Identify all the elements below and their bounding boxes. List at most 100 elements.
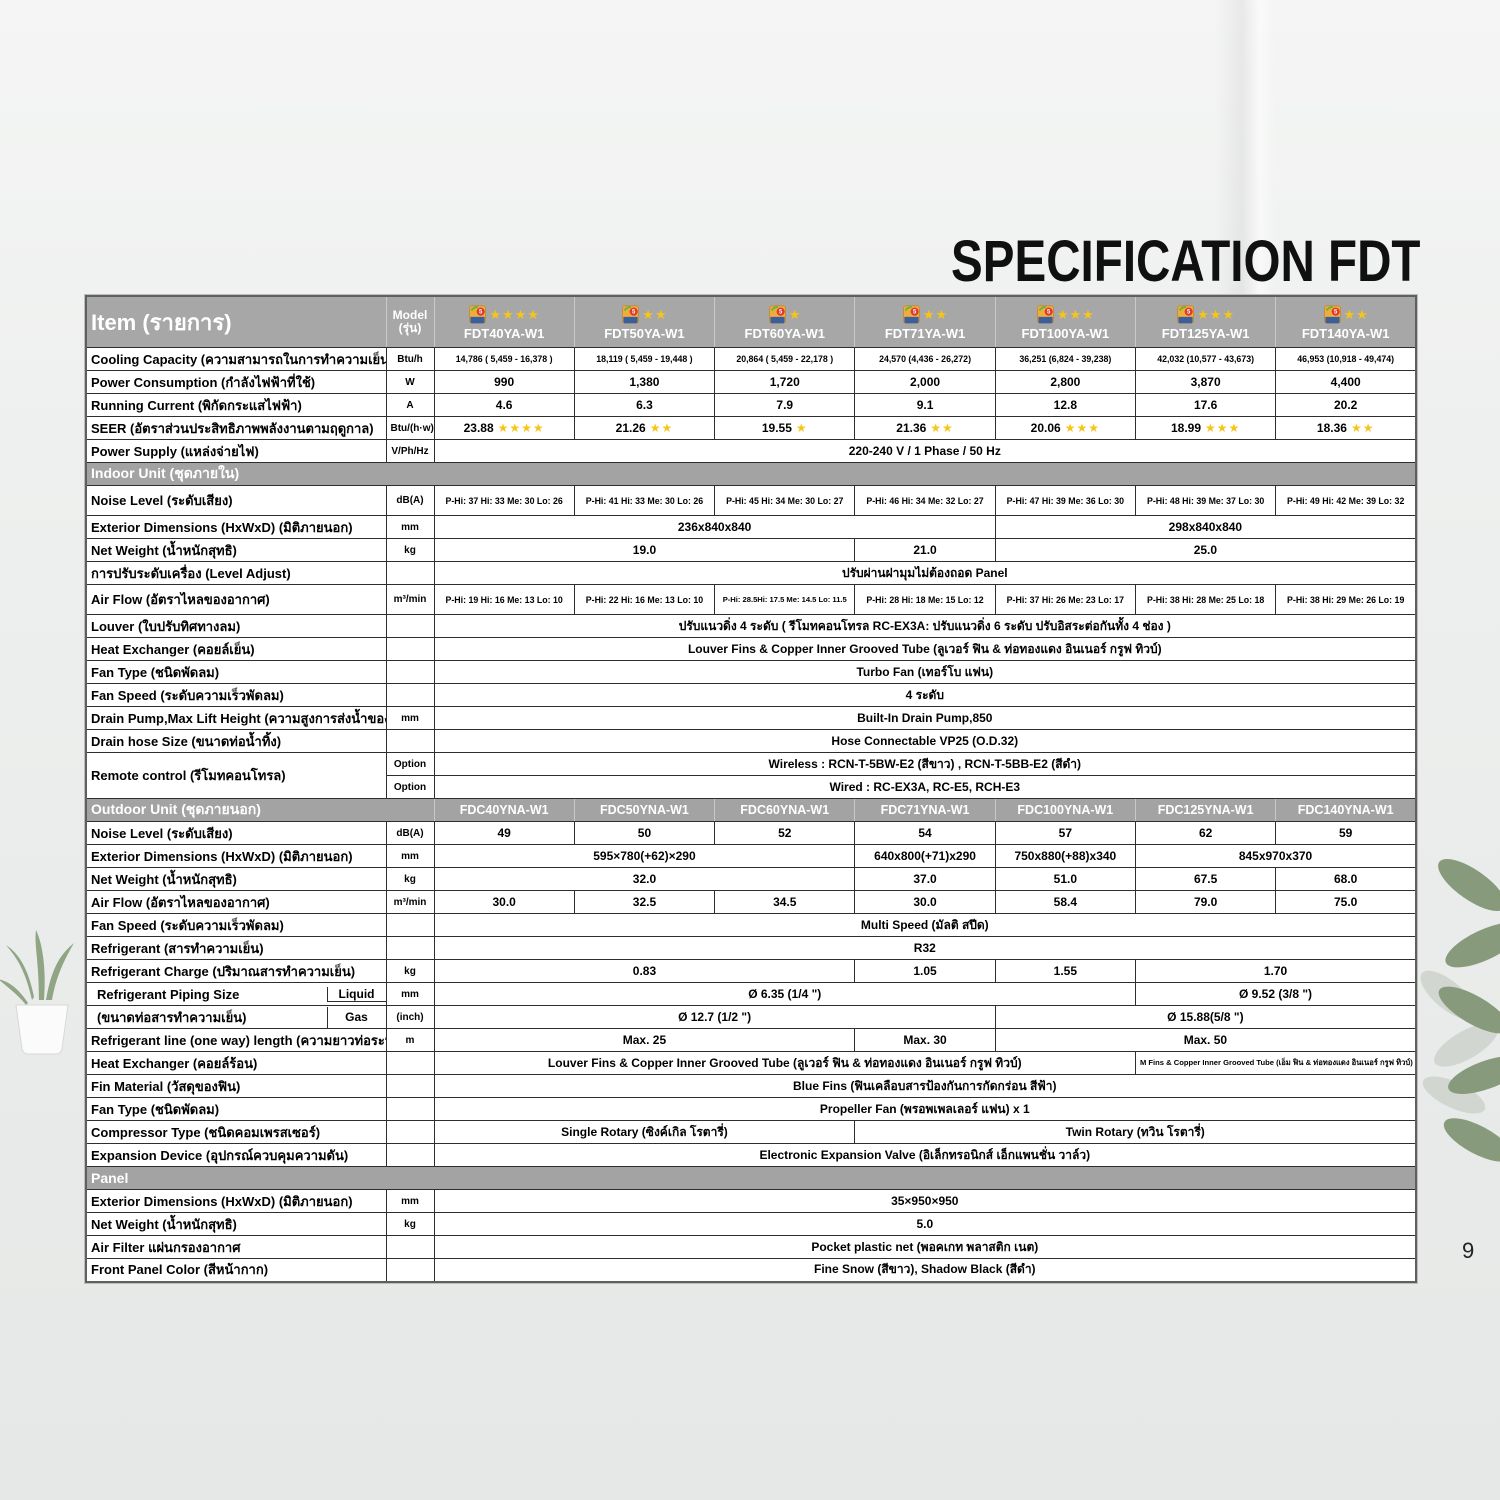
model-name: FDT40YA-W1 bbox=[463, 325, 545, 341]
spec-value-cell: P-Hi: 47 Hi: 39 Me: 36 Lo: 30 bbox=[994, 485, 1136, 516]
spec-value-cell: 79.0 bbox=[1134, 890, 1277, 914]
unit-cell: W bbox=[385, 370, 435, 394]
spec-value-cell: Ø 6.35 (1/4 ") bbox=[433, 982, 1136, 1006]
row-label: Heat Exchanger (คอยล์เย็น) bbox=[85, 637, 387, 661]
section-title: Outdoor Unit (ชุดภายนอก) bbox=[85, 798, 435, 822]
spec-value-cell: Ø 12.7 (1/2 ") bbox=[433, 1005, 996, 1029]
spec-value-cell: 4,400 bbox=[1275, 370, 1417, 394]
row-label: Exterior Dimensions (HxWxD) (มิติภายนอก) bbox=[85, 515, 387, 539]
spec-value-cell: P-Hi: 46 Hi: 34 Me: 32 Lo: 27 bbox=[854, 485, 996, 516]
spec-value-cell: 18,119 ( 5,459 - 19,448 ) bbox=[573, 347, 716, 371]
spec-value-cell: 14,786 ( 5,459 - 16,378 ) bbox=[433, 347, 575, 371]
spec-value-cell: 23.88 ★★★★ bbox=[433, 416, 575, 440]
spec-row: การปรับระดับเครื่อง (Level Adjust) ปรับผ่… bbox=[85, 561, 1417, 585]
spec-value-cell: 30.0 bbox=[433, 890, 575, 914]
seer-stars: ★★★ bbox=[1205, 421, 1241, 435]
unit-cell: kg bbox=[385, 538, 435, 562]
spec-row: Running Current (พิกัดกระแสไฟฟ้า) A 4.6 6.3… bbox=[85, 393, 1417, 417]
spec-row: Net Weight (น้ำหนักสุทธิ) kg 19.0 21.0 25.0 bbox=[85, 538, 1417, 562]
spec-value-cell: 30.0 bbox=[854, 890, 996, 914]
spec-value-cell: 5.0 bbox=[433, 1212, 1417, 1236]
spec-value-cell: Propeller Fan (พรอพเพลเลอร์ แฟน) x 1 bbox=[433, 1097, 1417, 1121]
spec-value-cell: 9.1 bbox=[854, 393, 996, 417]
spec-value-cell: 52 bbox=[714, 821, 856, 845]
outdoor-model-name: FDC50YNA-W1 bbox=[573, 798, 716, 822]
spec-value-cell: Ø 15.88(5/8 ") bbox=[994, 1005, 1417, 1029]
model-name: FDT50YA-W1 bbox=[604, 325, 685, 341]
unit-cell bbox=[385, 936, 435, 960]
spec-value-cell: 37.0 bbox=[854, 867, 996, 891]
row-label: Drain Pump,Max Lift Height (ความสูงการส่… bbox=[85, 706, 387, 730]
spec-row: Refrigerant line (one way) length (ความย… bbox=[85, 1028, 1417, 1052]
spec-value-cell: 3,870 bbox=[1134, 370, 1277, 394]
spec-value-cell: 220-240 V / 1 Phase / 50 Hz bbox=[433, 439, 1417, 463]
spec-value-cell: P-Hi: 49 Hi: 42 Me: 39 Lo: 32 bbox=[1275, 485, 1417, 516]
unit-cell: dB(A) bbox=[385, 821, 435, 845]
unit-cell bbox=[385, 1258, 435, 1282]
spec-value-cell: 21.36 ★★ bbox=[854, 416, 996, 440]
spec-value-cell: 24,570 (4,436 - 26,272) bbox=[854, 347, 996, 371]
spec-value-cell: Louver Fins & Copper Inner Grooved Tube … bbox=[433, 1051, 1136, 1075]
row-label: Fan Speed (ระดับความเร็วพัดลม) bbox=[85, 683, 387, 707]
unit-cell: V/Ph/Hz bbox=[385, 439, 435, 463]
row-label: Exterior Dimensions (HxWxD) (มิติภายนอก) bbox=[85, 844, 387, 868]
spec-value-cell: 750x880(+88)x340 bbox=[994, 844, 1136, 868]
spec-value-cell: P-Hi: 28 Hi: 18 Me: 15 Lo: 12 bbox=[854, 584, 996, 615]
row-label: Power Supply (แหล่งจ่ายไฟ) bbox=[85, 439, 387, 463]
model-column-header: 5 ★★★★ FDT40YA-W1 bbox=[433, 295, 575, 348]
spec-value-cell: 2,800 bbox=[994, 370, 1136, 394]
spec-value-cell: 57 bbox=[994, 821, 1136, 845]
spec-value-cell: 58.4 bbox=[994, 890, 1136, 914]
row-label: Refrigerant Piping Size Liquid bbox=[85, 982, 387, 1006]
unit-cell: mm bbox=[385, 515, 435, 539]
spec-row: Fan Speed (ระดับความเร็วพัดลม) 4 ระดับ bbox=[85, 683, 1417, 707]
row-label: Net Weight (น้ำหนักสุทธิ) bbox=[85, 538, 387, 562]
seer-stars: ★★ bbox=[1350, 421, 1375, 435]
spec-value-cell: P-Hi: 38 Hi: 29 Me: 26 Lo: 19 bbox=[1275, 584, 1417, 615]
spec-value-cell: 2,000 bbox=[854, 370, 996, 394]
decorative-plant-right bbox=[1420, 858, 1500, 1162]
svg-text:5: 5 bbox=[632, 310, 636, 316]
spec-row: Noise Level (ระดับเสียง) dB(A) 49 50 52 54 57 6… bbox=[85, 821, 1417, 845]
unit-cell bbox=[385, 1051, 435, 1075]
spec-value-cell: 20,864 ( 5,459 - 22,178 ) bbox=[714, 347, 856, 371]
spec-row: Cooling Capacity (ความสามารถในการทำความเ… bbox=[85, 347, 1417, 371]
spec-value-cell: 0.83 bbox=[433, 959, 856, 983]
energy-stars: ★★★ bbox=[1056, 306, 1095, 322]
energy-label-icon: 5 bbox=[469, 305, 487, 324]
piping-sub-label: Gas bbox=[326, 1006, 386, 1028]
unit-cell: Option bbox=[385, 775, 435, 799]
header-model-label: Model (รุ่น) bbox=[385, 295, 435, 348]
model-column-header: 5 ★ FDT60YA-W1 bbox=[714, 295, 856, 348]
row-label: Refrigerant line (one way) length (ความย… bbox=[85, 1028, 387, 1052]
row-label: Cooling Capacity (ความสามารถในการทำความเ… bbox=[85, 347, 387, 371]
unit-cell bbox=[385, 913, 435, 937]
header-item-label: Item (รายการ) bbox=[85, 295, 387, 348]
unit-cell: kg bbox=[385, 959, 435, 983]
row-label: Fan Type (ชนิดพัดลม) bbox=[85, 660, 387, 684]
outdoor-model-name: FDC40YNA-W1 bbox=[433, 798, 575, 822]
spec-value-cell: 35×950×950 bbox=[433, 1189, 1417, 1213]
spec-value-cell: 6.3 bbox=[573, 393, 716, 417]
row-label: Drain hose Size (ขนาดท่อน้ำทิ้ง) bbox=[85, 729, 387, 753]
svg-text:5: 5 bbox=[1187, 310, 1191, 316]
spec-row: Fan Type (ชนิดพัดลม) Turbo Fan (เทอร์โบ แ… bbox=[85, 660, 1417, 684]
model-column-header: 5 ★★★ FDT100YA-W1 bbox=[994, 295, 1136, 348]
row-label: Heat Exchanger (คอยล์ร้อน) bbox=[85, 1051, 387, 1075]
spec-value-cell: P-Hi: 38 Hi: 28 Me: 25 Lo: 18 bbox=[1134, 584, 1277, 615]
spec-row: Exterior Dimensions (HxWxD) (มิติภายนอก)… bbox=[85, 515, 1417, 539]
decorative-plant-left bbox=[0, 930, 74, 1055]
spec-value-cell: P-Hi: 22 Hi: 16 Me: 13 Lo: 10 bbox=[573, 584, 716, 615]
spec-value-cell: Max. 25 bbox=[433, 1028, 856, 1052]
spec-value-cell: 595×780(+62)×290 bbox=[433, 844, 856, 868]
model-column-header: 5 ★★ FDT50YA-W1 bbox=[573, 295, 716, 348]
row-label: Noise Level (ระดับเสียง) bbox=[85, 821, 387, 845]
spec-value-cell: ปรับแนวดิ่ง 4 ระดับ ( รีโมทคอนโทรล RC-EX… bbox=[433, 614, 1417, 638]
model-column-header: 5 ★★ FDT140YA-W1 bbox=[1275, 295, 1417, 348]
row-label: SEER (อัตราส่วนประสิทธิภาพพลังงานตามฤดูก… bbox=[85, 416, 387, 440]
spec-value-cell: 62 bbox=[1134, 821, 1277, 845]
unit-cell: m³/min bbox=[385, 890, 435, 914]
spec-value-cell: Hose Connectable VP25 (O.D.32) bbox=[433, 729, 1417, 753]
row-label: (ขนาดท่อสารทำความเย็น) Gas bbox=[85, 1005, 387, 1029]
